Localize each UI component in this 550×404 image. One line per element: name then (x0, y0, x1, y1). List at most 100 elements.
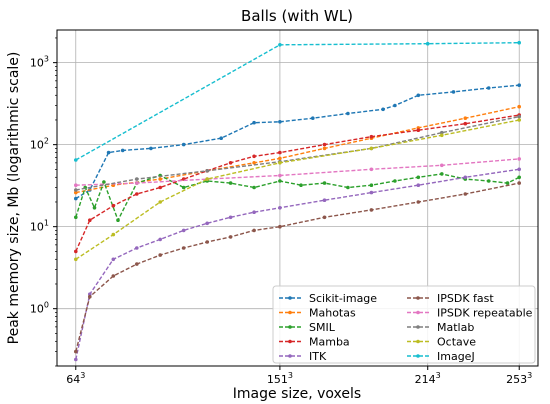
data-point (158, 185, 162, 190)
data-point (181, 185, 186, 190)
data-point (278, 173, 282, 178)
series-ipsdk-fast (74, 181, 521, 354)
x-tick-label: 2533 (506, 371, 532, 386)
legend-item: Mahotas (279, 307, 356, 320)
data-point (158, 200, 162, 204)
data-point (88, 292, 92, 297)
legend-marker (288, 310, 292, 315)
data-point (205, 240, 209, 244)
data-point (278, 150, 282, 155)
legend-label: Mahotas (309, 307, 356, 320)
data-point (517, 40, 521, 45)
data-point (278, 224, 282, 229)
data-point (74, 249, 78, 254)
legend-label: ImageJ (437, 350, 475, 363)
data-point (517, 114, 521, 119)
data-point (181, 228, 186, 233)
data-point (278, 156, 282, 161)
series-octave (74, 118, 521, 262)
x-axis-title: Image size, voxels (233, 386, 361, 402)
data-point (149, 146, 153, 151)
data-point (252, 120, 256, 125)
data-point (135, 262, 139, 266)
legend-marker (288, 296, 292, 300)
series-mamba (74, 113, 521, 254)
legend-marker (416, 354, 420, 358)
legend-label: Matlab (437, 321, 474, 334)
data-point (111, 257, 116, 262)
data-point (120, 148, 125, 153)
data-point (311, 116, 315, 120)
data-point (278, 206, 282, 210)
data-point (252, 185, 256, 190)
data-point (440, 163, 444, 168)
data-point (228, 181, 233, 185)
axis-ticks: 643 1513 2143 2533 100 101 102 103 (30, 37, 532, 386)
data-point (74, 188, 78, 192)
data-point (252, 161, 256, 165)
data-point (111, 203, 116, 208)
data-point (74, 257, 78, 262)
legend-box (272, 285, 536, 364)
data-point (440, 130, 444, 135)
data-point (74, 196, 78, 201)
series-matlab (74, 114, 521, 192)
legend-marker (288, 354, 292, 358)
data-point (74, 158, 78, 162)
data-point (322, 142, 327, 147)
data-point (74, 215, 78, 220)
series-line (75, 119, 520, 260)
data-point (486, 86, 491, 90)
data-point (346, 185, 350, 190)
legend-label: ITK (309, 350, 327, 363)
data-point (346, 111, 350, 116)
data-point (381, 107, 385, 112)
data-point (135, 246, 139, 250)
legend-marker (416, 310, 420, 315)
data-point (463, 192, 468, 196)
data-point (369, 134, 374, 139)
legend-item: IPSDK repeatable (407, 307, 533, 320)
data-point (92, 206, 97, 210)
data-point (102, 180, 106, 184)
data-point (517, 104, 521, 109)
data-point (181, 246, 186, 250)
data-point (393, 179, 397, 183)
series-ipsdk-repeatable (74, 157, 521, 187)
data-point (181, 142, 186, 147)
legend-item: Matlab (407, 321, 474, 334)
legend-marker (416, 339, 420, 344)
data-point (517, 118, 521, 122)
data-point (505, 181, 510, 185)
data-point (278, 43, 282, 47)
data-point (252, 210, 256, 214)
data-point (416, 128, 421, 132)
legend-item: ITK (279, 350, 327, 363)
legend-item: Mamba (279, 336, 350, 349)
legend-label: SMIL (309, 321, 336, 334)
x-tick-label: 2143 (415, 371, 441, 386)
y-tick-label: 103 (30, 55, 49, 70)
plot-frame (56, 29, 539, 367)
legend-item: SMIL (279, 321, 336, 334)
data-point (205, 169, 209, 173)
data-point (393, 103, 397, 108)
data-point (322, 181, 327, 185)
data-point (425, 41, 430, 46)
legend-item: IPSDK fast (407, 292, 494, 305)
data-point (369, 146, 374, 151)
data-point (158, 253, 162, 257)
data-point (517, 175, 521, 180)
data-point (486, 179, 491, 183)
legend-label: Mamba (309, 336, 350, 349)
series-line (75, 42, 520, 161)
legend-marker (288, 339, 292, 344)
data-point (278, 161, 282, 165)
series-itk (74, 167, 521, 362)
legend-item: Scikit-image (279, 292, 377, 305)
data-point (135, 192, 139, 196)
x-tick-label: 1513 (267, 371, 293, 386)
y-axis-title: Peak memory size, Mb (logarithmic scale) (6, 52, 22, 345)
series-lines (74, 40, 521, 362)
y-tick-label: 100 (30, 301, 49, 316)
